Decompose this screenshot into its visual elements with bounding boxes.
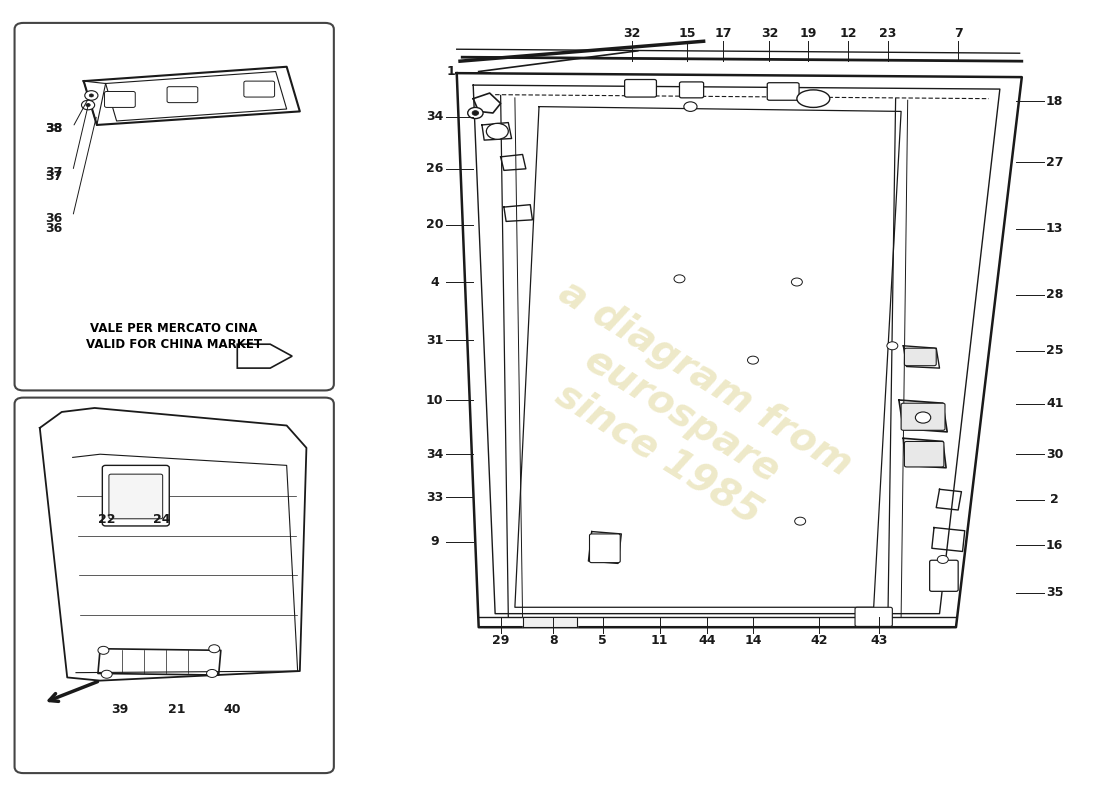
Text: 34: 34 xyxy=(426,110,443,123)
Circle shape xyxy=(794,517,805,525)
Text: 34: 34 xyxy=(426,448,443,461)
Text: 18: 18 xyxy=(1046,94,1064,107)
Text: 19: 19 xyxy=(800,26,816,40)
Text: 7: 7 xyxy=(954,26,962,40)
FancyBboxPatch shape xyxy=(767,82,799,100)
Circle shape xyxy=(81,100,95,110)
Text: 33: 33 xyxy=(426,490,443,504)
Text: 44: 44 xyxy=(698,634,716,647)
Circle shape xyxy=(684,102,697,111)
Text: 38: 38 xyxy=(45,122,63,135)
FancyBboxPatch shape xyxy=(904,348,936,366)
Text: 14: 14 xyxy=(745,634,761,647)
FancyBboxPatch shape xyxy=(244,81,275,97)
Circle shape xyxy=(674,275,685,283)
Text: 35: 35 xyxy=(1046,586,1064,599)
Circle shape xyxy=(468,107,483,118)
Text: 9: 9 xyxy=(430,535,439,549)
FancyBboxPatch shape xyxy=(102,466,169,526)
Text: 23: 23 xyxy=(879,26,896,40)
Text: 5: 5 xyxy=(598,634,607,647)
Text: 30: 30 xyxy=(1046,448,1064,461)
Circle shape xyxy=(101,670,112,678)
Text: 25: 25 xyxy=(1046,344,1064,357)
Text: 21: 21 xyxy=(168,703,186,716)
FancyBboxPatch shape xyxy=(14,398,333,773)
FancyBboxPatch shape xyxy=(855,607,892,626)
Text: 13: 13 xyxy=(1046,222,1064,235)
Text: 16: 16 xyxy=(1046,538,1064,551)
Text: 32: 32 xyxy=(624,26,641,40)
Text: 36: 36 xyxy=(45,212,63,225)
Text: 15: 15 xyxy=(679,26,696,40)
Text: 40: 40 xyxy=(223,703,241,716)
Circle shape xyxy=(915,412,931,423)
Text: 4: 4 xyxy=(430,275,439,289)
Circle shape xyxy=(86,103,90,106)
Circle shape xyxy=(887,342,898,350)
Circle shape xyxy=(207,670,218,678)
Circle shape xyxy=(209,645,220,653)
Text: 42: 42 xyxy=(810,634,827,647)
Text: 20: 20 xyxy=(426,218,443,231)
Circle shape xyxy=(791,278,802,286)
Text: 39: 39 xyxy=(111,703,129,716)
Text: 12: 12 xyxy=(839,26,857,40)
FancyBboxPatch shape xyxy=(930,560,958,591)
Text: 41: 41 xyxy=(1046,398,1064,410)
Text: 29: 29 xyxy=(492,634,509,647)
Text: 26: 26 xyxy=(426,162,443,175)
Circle shape xyxy=(937,555,948,563)
Text: 27: 27 xyxy=(1046,156,1064,169)
Text: 37: 37 xyxy=(45,166,63,179)
Circle shape xyxy=(748,356,759,364)
Circle shape xyxy=(85,90,98,100)
FancyBboxPatch shape xyxy=(167,86,198,102)
FancyBboxPatch shape xyxy=(901,403,945,430)
FancyBboxPatch shape xyxy=(904,442,944,467)
Circle shape xyxy=(98,646,109,654)
Text: 31: 31 xyxy=(426,334,443,346)
Text: a diagram from
eurospare
since 1985: a diagram from eurospare since 1985 xyxy=(505,273,858,559)
Text: 11: 11 xyxy=(651,634,669,647)
Text: 22: 22 xyxy=(98,513,116,526)
Text: VALE PER MERCATO CINA: VALE PER MERCATO CINA xyxy=(90,322,257,334)
Polygon shape xyxy=(238,344,293,368)
Text: 1: 1 xyxy=(447,65,455,78)
Circle shape xyxy=(89,94,94,97)
Ellipse shape xyxy=(796,90,829,107)
FancyBboxPatch shape xyxy=(104,91,135,107)
FancyBboxPatch shape xyxy=(14,23,333,390)
FancyBboxPatch shape xyxy=(680,82,704,98)
Text: 10: 10 xyxy=(426,394,443,406)
Text: 38: 38 xyxy=(45,122,63,135)
Text: VALID FOR CHINA MARKET: VALID FOR CHINA MARKET xyxy=(86,338,262,350)
Text: 24: 24 xyxy=(153,513,170,526)
Circle shape xyxy=(486,123,508,139)
Text: 8: 8 xyxy=(549,634,558,647)
Text: 2: 2 xyxy=(1050,493,1059,506)
Text: 43: 43 xyxy=(870,634,888,647)
Text: 28: 28 xyxy=(1046,288,1064,302)
Text: 17: 17 xyxy=(715,26,733,40)
Circle shape xyxy=(472,110,478,115)
FancyBboxPatch shape xyxy=(109,474,163,518)
FancyBboxPatch shape xyxy=(625,79,657,97)
Text: 32: 32 xyxy=(761,26,778,40)
FancyBboxPatch shape xyxy=(590,534,620,562)
Text: 37: 37 xyxy=(45,170,63,183)
Text: 36: 36 xyxy=(45,222,63,235)
